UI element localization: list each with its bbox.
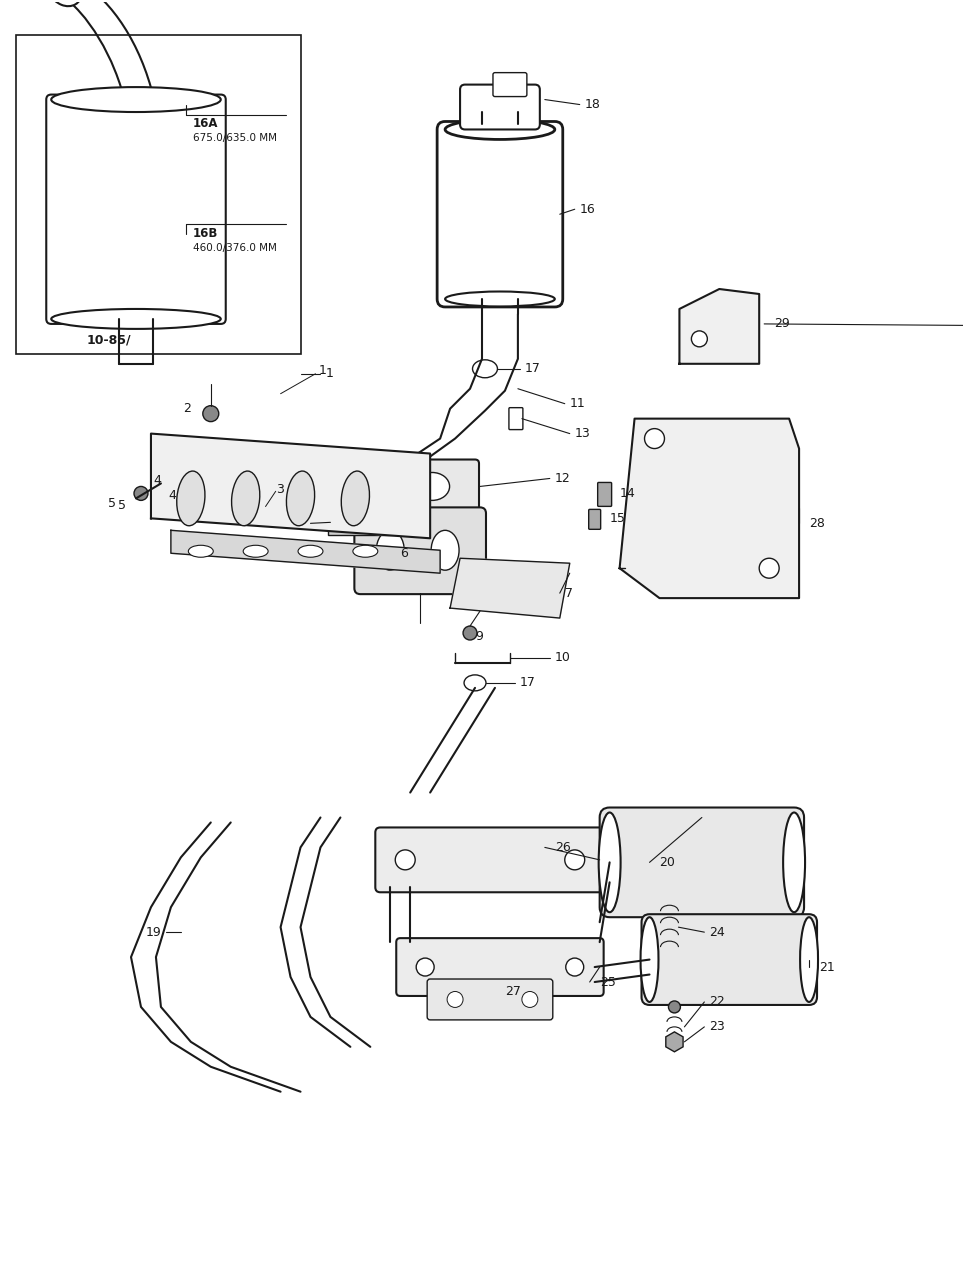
Text: 24: 24	[710, 925, 725, 938]
Text: 15: 15	[609, 512, 626, 525]
Polygon shape	[171, 530, 441, 574]
Text: 25: 25	[600, 975, 616, 988]
Ellipse shape	[415, 473, 449, 501]
FancyBboxPatch shape	[387, 460, 479, 512]
Polygon shape	[151, 433, 430, 538]
FancyBboxPatch shape	[427, 979, 552, 1020]
FancyBboxPatch shape	[355, 507, 486, 594]
Ellipse shape	[464, 675, 486, 691]
Ellipse shape	[51, 87, 221, 112]
Circle shape	[522, 992, 538, 1007]
Circle shape	[339, 516, 351, 528]
FancyBboxPatch shape	[460, 84, 540, 129]
Circle shape	[463, 626, 477, 640]
Text: 10-85/: 10-85/	[86, 334, 131, 346]
Circle shape	[447, 992, 463, 1007]
FancyBboxPatch shape	[16, 35, 301, 354]
Ellipse shape	[445, 120, 555, 139]
Text: 16B: 16B	[193, 227, 218, 240]
Text: 1: 1	[326, 367, 334, 381]
Ellipse shape	[231, 472, 259, 525]
Ellipse shape	[599, 813, 621, 912]
Ellipse shape	[341, 472, 369, 525]
Circle shape	[395, 516, 407, 528]
Text: 20: 20	[659, 856, 676, 869]
Text: 5: 5	[108, 497, 116, 510]
Circle shape	[134, 487, 147, 501]
Ellipse shape	[376, 530, 404, 570]
Text: 9: 9	[475, 630, 483, 643]
FancyBboxPatch shape	[396, 938, 603, 996]
Ellipse shape	[45, 0, 83, 6]
FancyBboxPatch shape	[437, 121, 563, 307]
Text: 5: 5	[118, 498, 126, 512]
FancyBboxPatch shape	[641, 914, 817, 1005]
Text: 460.0/376.0 MM: 460.0/376.0 MM	[193, 243, 277, 253]
Text: 14: 14	[620, 487, 635, 500]
Ellipse shape	[298, 546, 323, 557]
FancyBboxPatch shape	[375, 827, 604, 892]
Circle shape	[565, 850, 585, 870]
Text: 675.0/635.0 MM: 675.0/635.0 MM	[193, 133, 277, 143]
Circle shape	[645, 428, 664, 449]
Text: 3: 3	[276, 483, 283, 496]
Circle shape	[395, 850, 415, 870]
Text: 4: 4	[153, 474, 161, 487]
FancyBboxPatch shape	[329, 510, 417, 535]
Text: 19: 19	[146, 925, 161, 938]
FancyBboxPatch shape	[589, 510, 601, 529]
FancyBboxPatch shape	[598, 483, 611, 506]
Circle shape	[184, 477, 198, 491]
Text: 16: 16	[579, 203, 596, 216]
Text: 23: 23	[710, 1020, 725, 1034]
Text: 4: 4	[168, 489, 175, 502]
Text: 13: 13	[575, 427, 591, 440]
Text: 17: 17	[524, 362, 541, 376]
Ellipse shape	[243, 546, 268, 557]
Text: 2: 2	[183, 403, 191, 415]
Text: 1: 1	[318, 364, 327, 377]
Polygon shape	[680, 289, 760, 364]
Ellipse shape	[445, 291, 555, 307]
Text: 17: 17	[520, 676, 536, 689]
FancyBboxPatch shape	[46, 95, 226, 323]
Ellipse shape	[431, 530, 459, 570]
Ellipse shape	[353, 546, 378, 557]
Ellipse shape	[286, 472, 314, 525]
Text: 27: 27	[505, 985, 521, 998]
FancyBboxPatch shape	[493, 73, 527, 97]
Text: 21: 21	[819, 961, 835, 974]
FancyBboxPatch shape	[509, 408, 522, 429]
Text: 22: 22	[710, 996, 725, 1008]
Ellipse shape	[51, 309, 221, 328]
Ellipse shape	[640, 918, 658, 1002]
Text: 26: 26	[555, 841, 571, 854]
Ellipse shape	[188, 546, 213, 557]
Ellipse shape	[783, 813, 805, 912]
Polygon shape	[450, 558, 570, 619]
Text: 29: 29	[774, 317, 790, 331]
Text: 11: 11	[570, 397, 585, 410]
Text: 16A: 16A	[193, 118, 218, 130]
Text: 28: 28	[809, 516, 825, 530]
Text: 7: 7	[565, 587, 573, 599]
Circle shape	[668, 1001, 681, 1013]
Circle shape	[416, 958, 434, 976]
Circle shape	[566, 958, 584, 976]
Circle shape	[760, 558, 779, 578]
Text: 6: 6	[400, 547, 408, 560]
FancyBboxPatch shape	[600, 808, 804, 918]
Circle shape	[691, 331, 708, 346]
Ellipse shape	[800, 918, 818, 1002]
Text: 8: 8	[298, 514, 306, 527]
Text: 18: 18	[585, 98, 601, 111]
Circle shape	[367, 516, 379, 528]
Ellipse shape	[472, 360, 497, 378]
Text: 12: 12	[555, 472, 571, 484]
Ellipse shape	[176, 472, 205, 525]
Polygon shape	[620, 419, 799, 598]
Text: 10: 10	[555, 652, 571, 665]
Circle shape	[202, 405, 219, 422]
